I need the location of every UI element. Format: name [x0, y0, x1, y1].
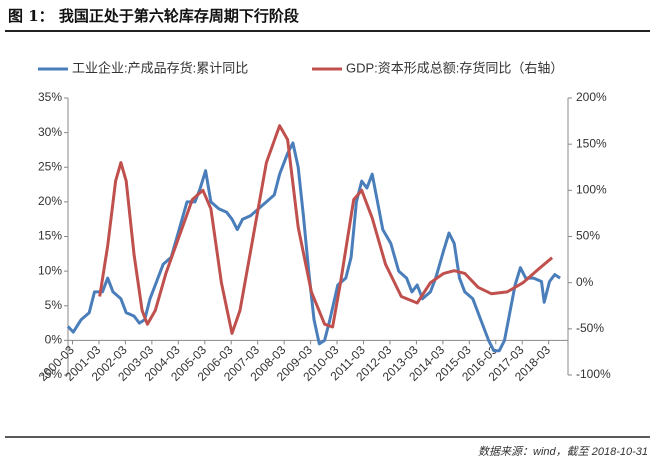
- y-tick-label: 25%: [38, 159, 62, 173]
- legend-label: 工业企业:产成品存货:累计同比: [72, 60, 248, 75]
- y-tick-label: 5%: [45, 298, 63, 312]
- y-tick-label: 20%: [38, 194, 62, 208]
- series-line: [66, 141, 561, 353]
- source-note: 数据来源：wind，截至 2018-10-31: [478, 445, 648, 458]
- series-line: [98, 124, 554, 335]
- y2-tick-label: 0%: [576, 275, 594, 289]
- chart-title: 图 1： 我国正处于第六轮库存周期下行阶段: [8, 7, 299, 25]
- y-tick-label: -5%: [41, 367, 63, 381]
- y-tick-label: 0%: [45, 333, 63, 347]
- y-tick-label: 10%: [38, 263, 62, 277]
- y-tick-label: 35%: [38, 90, 62, 104]
- y2-tick-label: 150%: [576, 136, 607, 150]
- legend-label: GDP:资本形成总额:存货同比（右轴）: [346, 60, 563, 75]
- y2-tick-label: 200%: [576, 90, 607, 104]
- y-tick-label: 30%: [38, 125, 62, 139]
- y2-tick-label: -100%: [576, 367, 611, 381]
- y-tick-label: 15%: [38, 229, 62, 243]
- y2-tick-label: 50%: [576, 229, 600, 243]
- y2-tick-label: -50%: [576, 321, 604, 335]
- y2-tick-label: 100%: [576, 183, 607, 197]
